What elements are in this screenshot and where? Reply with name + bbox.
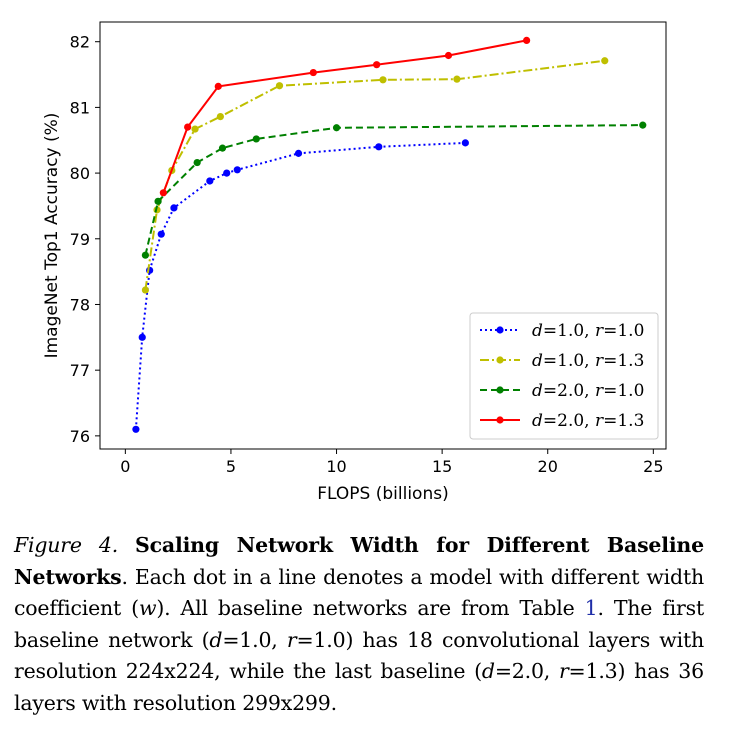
data-point — [639, 121, 647, 129]
caption-w-symbol: w — [138, 596, 157, 620]
y-axis-ticks: 76 77 78 79 80 81 82 — [70, 33, 100, 446]
data-point — [223, 169, 231, 177]
series-2 — [141, 121, 647, 259]
y-tick-label: 78 — [70, 295, 90, 314]
legend: d=1.0, r=1.0 d=1.0, r=1.3 d=2.0, r=1.0 d=2.… — [469, 312, 659, 440]
x-tick-label: 10 — [326, 457, 346, 476]
x-axis-ticks: 0 5 10 15 20 25 — [120, 449, 664, 476]
y-tick-label: 77 — [70, 361, 90, 380]
data-point — [138, 333, 146, 341]
legend-item: d=1.0, r=1.0 — [480, 321, 644, 341]
data-point — [252, 135, 260, 143]
caption-value: =1.0 — [296, 627, 346, 652]
data-point — [275, 82, 284, 90]
chart-area: 0 5 10 15 20 25 76 77 78 79 80 81 82 FLOPS (billion… — [42, 21, 667, 504]
data-point — [523, 36, 531, 44]
series-line — [144, 124, 643, 256]
legend-swatch-marker — [496, 356, 504, 364]
y-tick-label: 82 — [70, 33, 90, 52]
figure-caption: Figure 4. Scaling Network Width for Diff… — [14, 530, 704, 719]
data-point — [601, 57, 609, 65]
legend-swatch-marker — [496, 416, 504, 424]
legend-label: d=1.0, r=1.0 — [532, 321, 644, 341]
caption-text: . The first baseline network ( — [14, 596, 704, 652]
data-point — [375, 143, 383, 151]
x-tick-label: 0 — [120, 457, 130, 476]
y-tick-label: 79 — [70, 230, 90, 249]
y-axis-label: ImageNet Top1 Accuracy (%) — [42, 113, 62, 359]
data-point — [218, 144, 227, 152]
data-point — [154, 197, 162, 205]
caption-table-link[interactable]: 1 — [584, 596, 598, 620]
data-point — [332, 124, 341, 132]
caption-figure-label: Figure 4. — [14, 533, 119, 557]
legend-item: d=2.0, r=1.0 — [480, 381, 644, 401]
data-point — [157, 230, 165, 238]
legend-swatch-marker — [496, 326, 504, 334]
data-point — [379, 76, 387, 84]
series-layer — [132, 36, 647, 433]
caption-r-symbol: r — [558, 659, 569, 683]
data-point — [193, 158, 201, 167]
data-point — [170, 204, 178, 212]
legend-item: d=2.0, r=1.3 — [480, 411, 644, 431]
legend-box — [469, 312, 659, 440]
caption-text: ). All baseline networks are from Table — [156, 596, 585, 620]
series-1 — [141, 57, 609, 294]
x-tick-label: 15 — [432, 457, 452, 476]
legend-item: d=1.0, r=1.3 — [480, 351, 644, 371]
caption-text: ) has 18 convolutional layers with resol… — [14, 627, 704, 684]
data-point — [453, 75, 461, 83]
data-point — [214, 82, 222, 90]
data-point — [159, 189, 167, 197]
data-point — [294, 149, 303, 157]
data-point — [141, 286, 150, 294]
caption-value: =1.3 — [568, 659, 618, 683]
caption-d-symbol: d — [481, 659, 495, 683]
caption-r-symbol: r — [286, 627, 297, 652]
plot-frame — [99, 21, 667, 450]
data-point — [132, 425, 140, 433]
data-point — [191, 125, 199, 133]
caption-text: . Each dot in a line denotes a model wit… — [14, 564, 704, 621]
series-line — [134, 141, 466, 430]
x-tick-label: 25 — [643, 457, 663, 476]
series-3 — [159, 36, 531, 197]
legend-swatch-marker — [496, 386, 504, 394]
series-0 — [132, 139, 469, 433]
legend-label: d=2.0, r=1.3 — [532, 411, 644, 431]
x-tick-label: 5 — [226, 457, 236, 476]
legend-label: d=2.0, r=1.0 — [532, 381, 644, 401]
series-line — [144, 59, 605, 291]
y-tick-label: 76 — [70, 427, 90, 446]
x-tick-label: 20 — [538, 457, 558, 476]
y-tick-label: 81 — [70, 98, 90, 117]
x-axis-label: FLOPS (billions) — [317, 484, 448, 504]
data-point — [141, 251, 150, 259]
caption-title: Scaling Network Width for Different Base… — [14, 533, 704, 589]
data-point — [461, 139, 469, 147]
data-point — [216, 112, 224, 121]
caption-value: =1.0, — [222, 627, 287, 652]
data-point — [184, 123, 192, 131]
data-point — [309, 68, 317, 77]
caption-text: ) has 36 layers with resolution 299x299. — [14, 659, 704, 715]
data-point — [233, 166, 241, 174]
caption-value: =2.0, — [494, 659, 559, 683]
data-point — [373, 61, 381, 69]
caption-d-symbol: d — [209, 627, 223, 652]
data-point — [444, 51, 453, 60]
y-tick-label: 80 — [70, 164, 90, 183]
legend-label: d=1.0, r=1.3 — [532, 351, 644, 371]
data-point — [206, 177, 214, 185]
